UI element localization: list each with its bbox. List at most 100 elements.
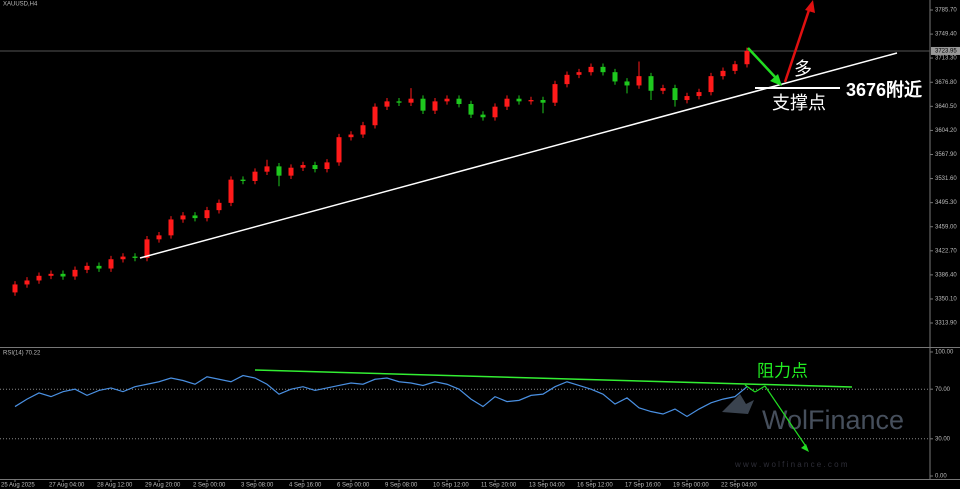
up-arrow [783,0,815,83]
y-tick-label: 0.00 [935,474,947,480]
candle-body [372,106,378,126]
candle-body [300,165,306,168]
candle-body [492,106,498,118]
y-tick-label: 3567.90 [935,152,957,158]
candle-body [288,167,294,176]
down-arrow [747,47,782,86]
x-tick-label: 6 Sep 00:00 [337,483,370,489]
candle-body [624,81,630,86]
y-tick-label: 3459.00 [935,224,957,230]
y-tick-label: 3713.30 [935,56,957,62]
candle-body [336,137,342,163]
x-tick-label: 22 Sep 04:00 [721,483,757,489]
chart-title: XAUUSD,H4 [3,2,38,8]
x-tick-label: 3 Sep 08:00 [241,483,274,489]
candle-body [552,84,558,103]
y-tick-label: 30.00 [935,436,951,442]
candle-body [480,114,486,118]
rsi-title: RSI(14) 70.22 [3,351,41,357]
candle-body [684,96,690,101]
watermark: WolFinance w w w . w o l f i n a n c e .… [722,394,904,469]
candle-body [264,166,270,172]
x-tick-label: 11 Sep 20:00 [481,483,517,489]
candle-body [252,171,258,181]
candle-body [732,64,738,71]
candle-body [384,101,390,107]
y-tick-label: 3676.80 [935,80,957,86]
candle-body [504,98,510,107]
y-tick-label: 3531.60 [935,176,957,182]
candle-body [324,162,330,170]
candle-body [600,66,606,73]
candle-body [120,256,126,260]
y-tick-label: 3604.20 [935,128,957,134]
candle-body [192,215,198,219]
candle-body [60,273,66,277]
candle-body [468,104,474,115]
candle-body [612,72,618,82]
x-tick-label: 13 Sep 04:00 [529,483,565,489]
candle-body [108,259,114,269]
y-tick-label: 100.00 [935,350,954,356]
candle-body [96,265,102,269]
x-tick-label: 10 Sep 12:00 [433,483,469,489]
last-price-box [931,46,960,55]
candle-body [228,179,234,203]
candle-body [204,210,210,219]
candle-body [672,88,678,101]
candle-body [708,76,714,93]
y-tick-label: 3785.70 [935,8,957,14]
candle-body [36,275,42,281]
candle-body [312,165,318,170]
candle-body [12,284,18,293]
x-tick-label: 9 Sep 08:00 [385,483,418,489]
candle-body [648,76,654,91]
candle-body [660,88,666,91]
y-tick-label: 3749.40 [935,32,957,38]
candle-body [576,72,582,75]
watermark-url: w w w . w o l f i n a n c e . c o m [734,460,848,469]
candle-body [84,265,90,270]
candle-body [144,239,150,258]
candle-body [696,92,702,97]
x-tick-label: 16 Sep 12:00 [577,483,613,489]
annotation-level: 3676附近 [846,79,922,100]
annotation-up: 多 [794,59,812,79]
candle-body [420,98,426,111]
annotation-support: 支撑点 [772,93,826,113]
candle-body [240,179,246,181]
candle-body [132,256,138,258]
candle-body [216,202,222,211]
candle-body [444,98,450,102]
candle-body [168,219,174,236]
candle-body [564,74,570,85]
x-tick-label: 19 Sep 00:00 [673,483,709,489]
annotation-resistance: 阻力点 [757,361,808,380]
y-tick-label: 70.00 [935,387,951,393]
x-tick-label: 17 Sep 16:00 [625,483,661,489]
candle-body [72,269,78,277]
candle-body [396,101,402,103]
watermark-logo [722,394,754,414]
x-tick-label: 2 Sep 00:00 [193,483,226,489]
candle-body [48,273,54,276]
watermark-brand: WolFinance [762,405,904,435]
y-tick-label: 3350.10 [935,297,957,303]
candle-body [360,125,366,135]
candle-body [528,100,534,102]
x-tick-label: 29 Aug 20:00 [145,483,181,489]
rsi-line [14,374,748,418]
y-tick-label: 3495.30 [935,200,957,206]
candle-body [348,134,354,138]
y-tick-label: 3640.50 [935,104,957,110]
last-price-label: 3723.95 [935,49,957,55]
candle-body [516,98,522,102]
candle-body [180,215,186,220]
candle-body [540,100,546,103]
candle-body [720,70,726,77]
candle-body [432,101,438,111]
candle-body [636,76,642,86]
y-tick-label: 3313.90 [935,321,957,327]
